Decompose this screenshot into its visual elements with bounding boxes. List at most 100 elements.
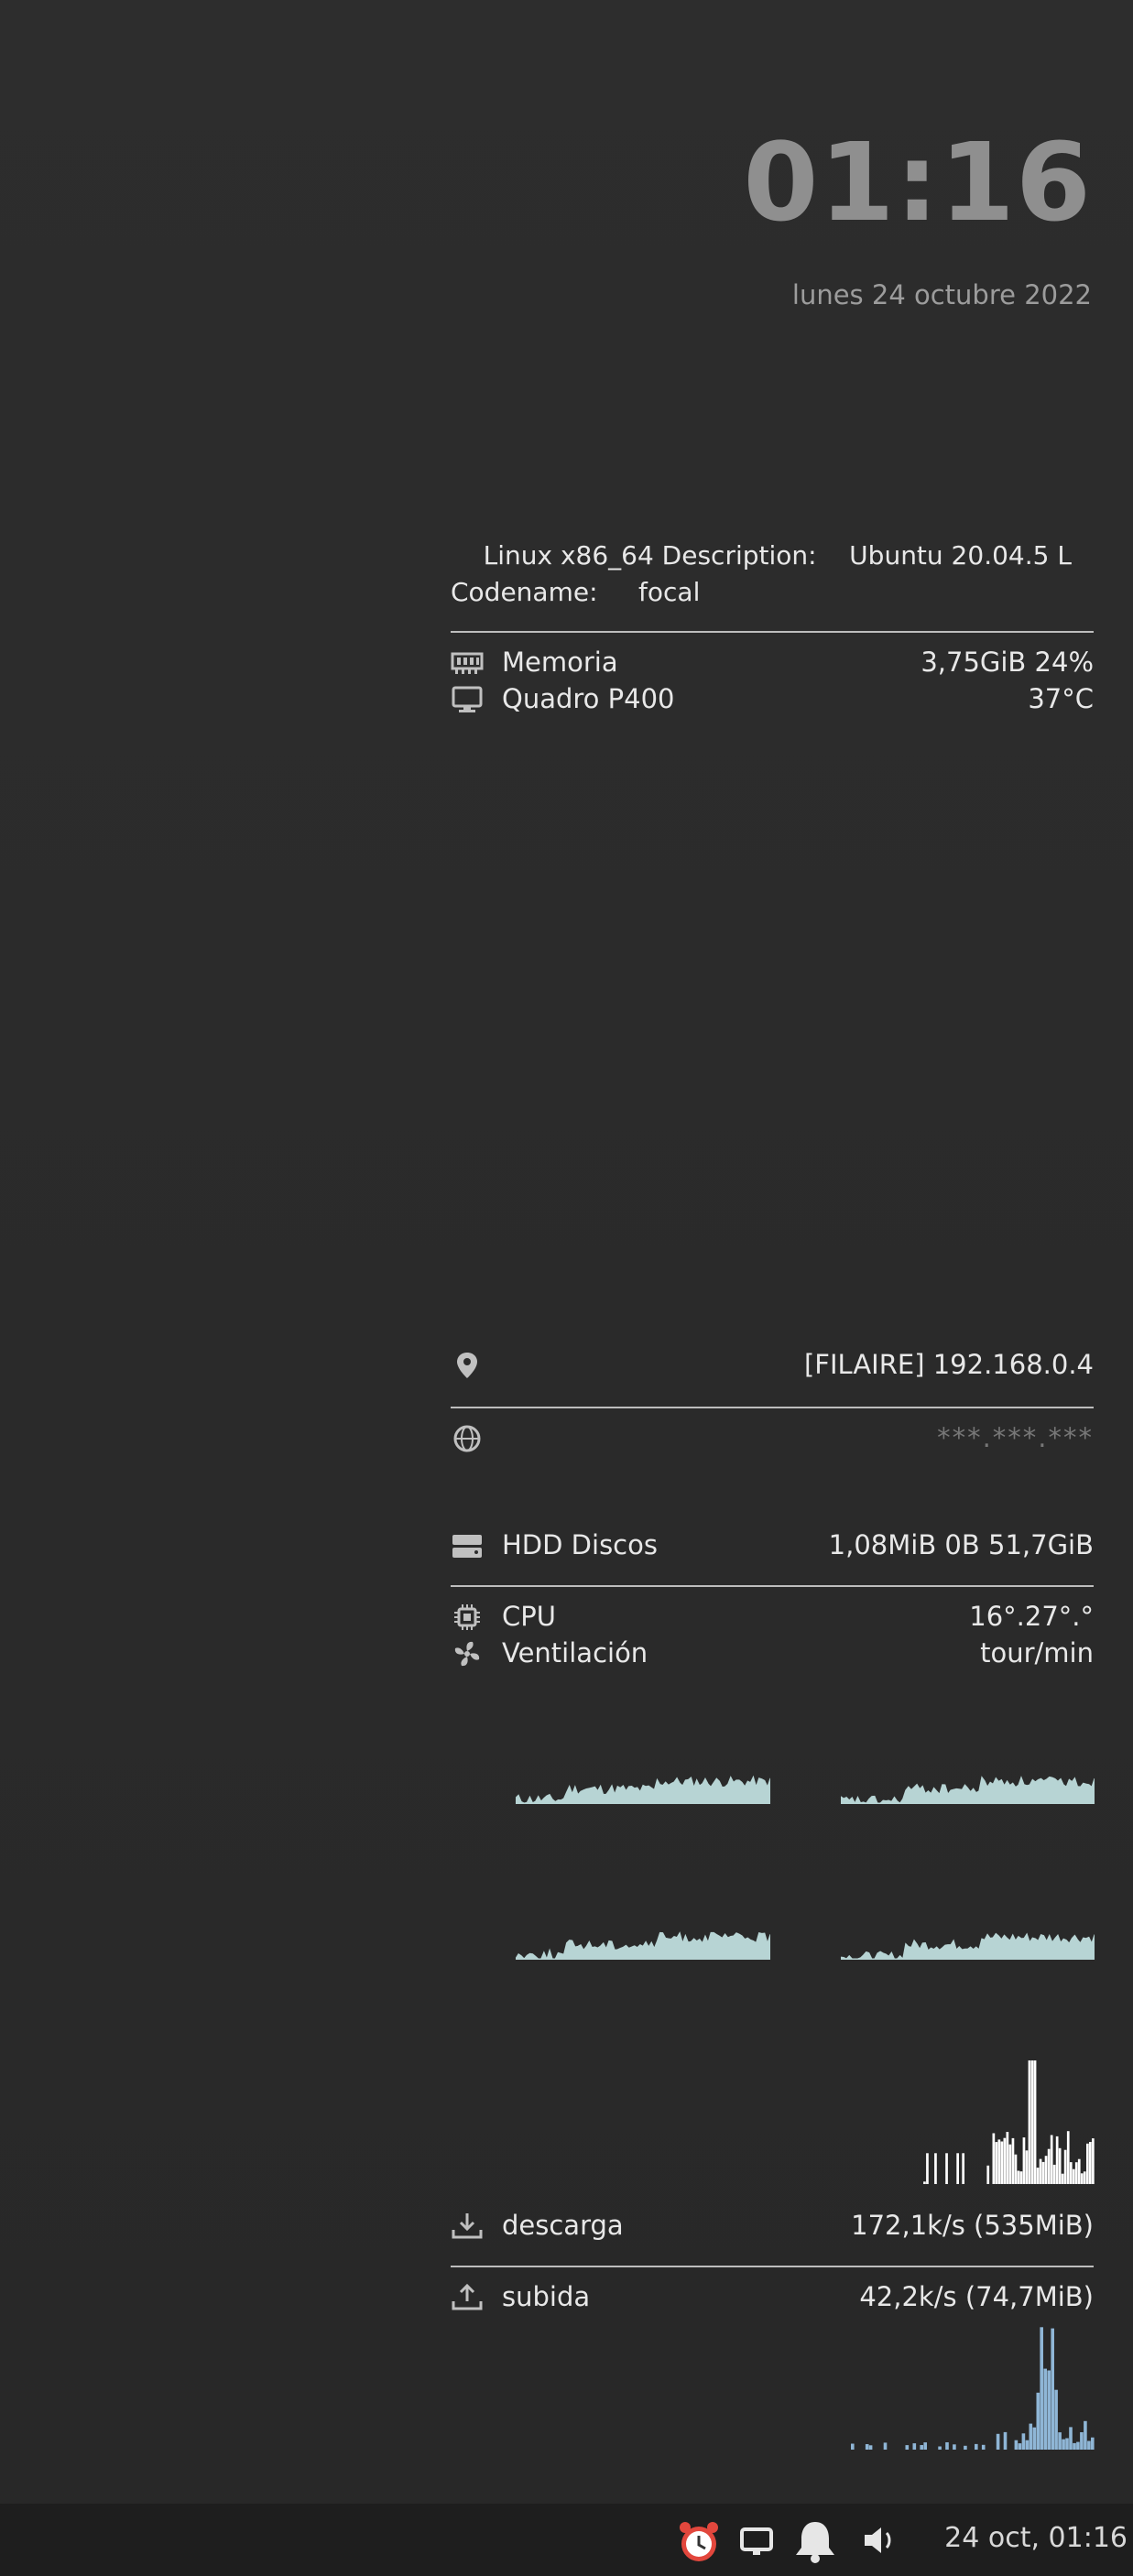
volume-icon[interactable] bbox=[861, 2524, 901, 2557]
graph-bar bbox=[1080, 2173, 1084, 2184]
upload-graph bbox=[851, 2327, 1095, 2450]
disks-value: 1,08MiB 0B 51,7GiB bbox=[828, 1529, 1094, 1560]
graph-bar bbox=[1000, 2141, 1004, 2184]
globe-icon bbox=[453, 1425, 481, 1452]
graph-bar bbox=[953, 2444, 956, 2450]
graph-bar bbox=[1014, 2440, 1019, 2450]
graph-bar bbox=[1021, 2433, 1026, 2450]
graph-bar bbox=[945, 2153, 948, 2184]
graph-bar bbox=[1069, 2427, 1073, 2450]
graph-bar bbox=[905, 2445, 910, 2450]
cpu-core-graph-2 bbox=[841, 1776, 1095, 1804]
graph-bar bbox=[1092, 2138, 1095, 2184]
graph-bar bbox=[923, 2442, 927, 2450]
graph-bar bbox=[962, 2153, 964, 2184]
graph-bar bbox=[1006, 2132, 1009, 2184]
taskbar-datetime[interactable]: 24 oct, 01:16 bbox=[944, 2522, 1128, 2554]
graph-bar bbox=[1047, 2370, 1051, 2450]
graph-bar bbox=[1008, 2144, 1012, 2184]
cpu-graph-area bbox=[841, 1932, 1095, 1960]
cpu-row: CPU 16°.27°.° bbox=[451, 1601, 1094, 1634]
graph-bar bbox=[995, 2142, 998, 2184]
graph-bar bbox=[1047, 2148, 1051, 2184]
download-icon bbox=[452, 2213, 483, 2239]
graph-bar bbox=[1032, 2427, 1037, 2450]
graph-bar bbox=[997, 2139, 1001, 2184]
graph-bar bbox=[1036, 2168, 1040, 2184]
display-icon[interactable] bbox=[738, 2526, 775, 2559]
memory-row: Memoria 3,75GiB 24% bbox=[451, 647, 1094, 679]
fan-speed: tour/min bbox=[980, 1637, 1094, 1668]
graph-bar bbox=[938, 2446, 942, 2450]
graph-bar bbox=[1050, 2135, 1053, 2184]
graph-bar bbox=[1025, 2440, 1030, 2450]
graph-bar bbox=[1074, 2162, 1078, 2184]
cpu-core-graph-4 bbox=[841, 1932, 1095, 1960]
alarm-clock-icon[interactable] bbox=[674, 2520, 724, 2564]
cpu-chip-icon bbox=[454, 1604, 480, 1630]
graph-bar bbox=[1003, 2137, 1007, 2184]
graph-bar bbox=[912, 2443, 917, 2450]
graph-bar bbox=[883, 2442, 888, 2450]
local-ip: [FILAIRE] 192.168.0.4 bbox=[803, 1349, 1094, 1380]
graph-bar bbox=[1083, 2171, 1086, 2184]
public-ip-masked: ***.***.*** bbox=[937, 1422, 1094, 1453]
graph-bar bbox=[1076, 2441, 1080, 2450]
download-row: descarga 172,1k/s (535MiB) bbox=[451, 2210, 1094, 2243]
graph-bar bbox=[1054, 2389, 1058, 2450]
cpu-label: CPU bbox=[502, 1601, 556, 1632]
graph-bar bbox=[1072, 2168, 1075, 2184]
location-pin-icon bbox=[457, 1353, 477, 1378]
graph-bar bbox=[1061, 2173, 1064, 2184]
graph-bar bbox=[868, 2445, 873, 2450]
graph-bar bbox=[1030, 2060, 1034, 2184]
desktop: 01:16 lunes 24 octubre 2022 Linux x86_64… bbox=[0, 0, 1133, 2504]
monitor-icon bbox=[452, 686, 483, 712]
divider bbox=[451, 1585, 1094, 1587]
graph-bar bbox=[1058, 2147, 1062, 2184]
graph-bar bbox=[1039, 2158, 1042, 2184]
graph-bar bbox=[1087, 2440, 1091, 2450]
cpu-core-graph-1 bbox=[516, 1775, 770, 1804]
system-description: Linux x86_64 Description: Ubuntu 20.04.5… bbox=[451, 540, 1072, 571]
upload-row: subida 42,2k/s (74,7MiB) bbox=[451, 2281, 1094, 2314]
divider bbox=[451, 1407, 1094, 1408]
graph-bar bbox=[975, 2443, 978, 2450]
graph-bar bbox=[1073, 2442, 1076, 2450]
graph-bar bbox=[956, 2153, 959, 2184]
graph-bar bbox=[851, 2443, 855, 2450]
download-label: descarga bbox=[502, 2210, 624, 2241]
graph-bar bbox=[1055, 2136, 1059, 2184]
graph-bar bbox=[1062, 2439, 1065, 2450]
graph-bar bbox=[1089, 2142, 1092, 2184]
local-network-row: [FILAIRE] 192.168.0.4 bbox=[451, 1349, 1094, 1382]
graph-bar bbox=[1018, 2443, 1022, 2450]
taskbar: 24 oct, 01:16 bbox=[0, 2504, 1133, 2576]
hdd-icon bbox=[452, 1535, 482, 1558]
graph-bar bbox=[1025, 2150, 1029, 2184]
graph-bar bbox=[1028, 2060, 1031, 2184]
notification-bell-icon[interactable] bbox=[790, 2518, 841, 2564]
graph-bar bbox=[1051, 2328, 1054, 2450]
graph-bar bbox=[1019, 2171, 1023, 2184]
graph-bar bbox=[964, 2445, 967, 2450]
cpu-graph-area bbox=[516, 1775, 770, 1804]
fan-label: Ventilación bbox=[502, 1637, 648, 1668]
graph-bar bbox=[865, 2444, 869, 2450]
graph-bar bbox=[981, 2444, 986, 2450]
public-network-row: ***.***.*** bbox=[451, 1422, 1094, 1455]
divider bbox=[451, 2266, 1094, 2267]
cpu-core-graph-3 bbox=[516, 1931, 770, 1960]
graph-bar bbox=[1022, 2137, 1026, 2184]
graph-bar bbox=[926, 2153, 929, 2184]
graph-bar bbox=[1043, 2368, 1047, 2450]
graph-bar bbox=[1011, 2137, 1015, 2184]
cpu-graph-area bbox=[516, 1931, 770, 1960]
graph-bar bbox=[996, 2433, 1000, 2450]
graph-bar bbox=[1080, 2432, 1084, 2450]
graph-bar bbox=[1063, 2149, 1067, 2184]
conky-clock-date: lunes 24 octubre 2022 bbox=[791, 279, 1092, 310]
graph-bar bbox=[1036, 2392, 1040, 2450]
cpu-temperature: 16°.27°.° bbox=[969, 1601, 1094, 1632]
disks-row: HDD Discos 1,08MiB 0B 51,7GiB bbox=[451, 1529, 1094, 1562]
